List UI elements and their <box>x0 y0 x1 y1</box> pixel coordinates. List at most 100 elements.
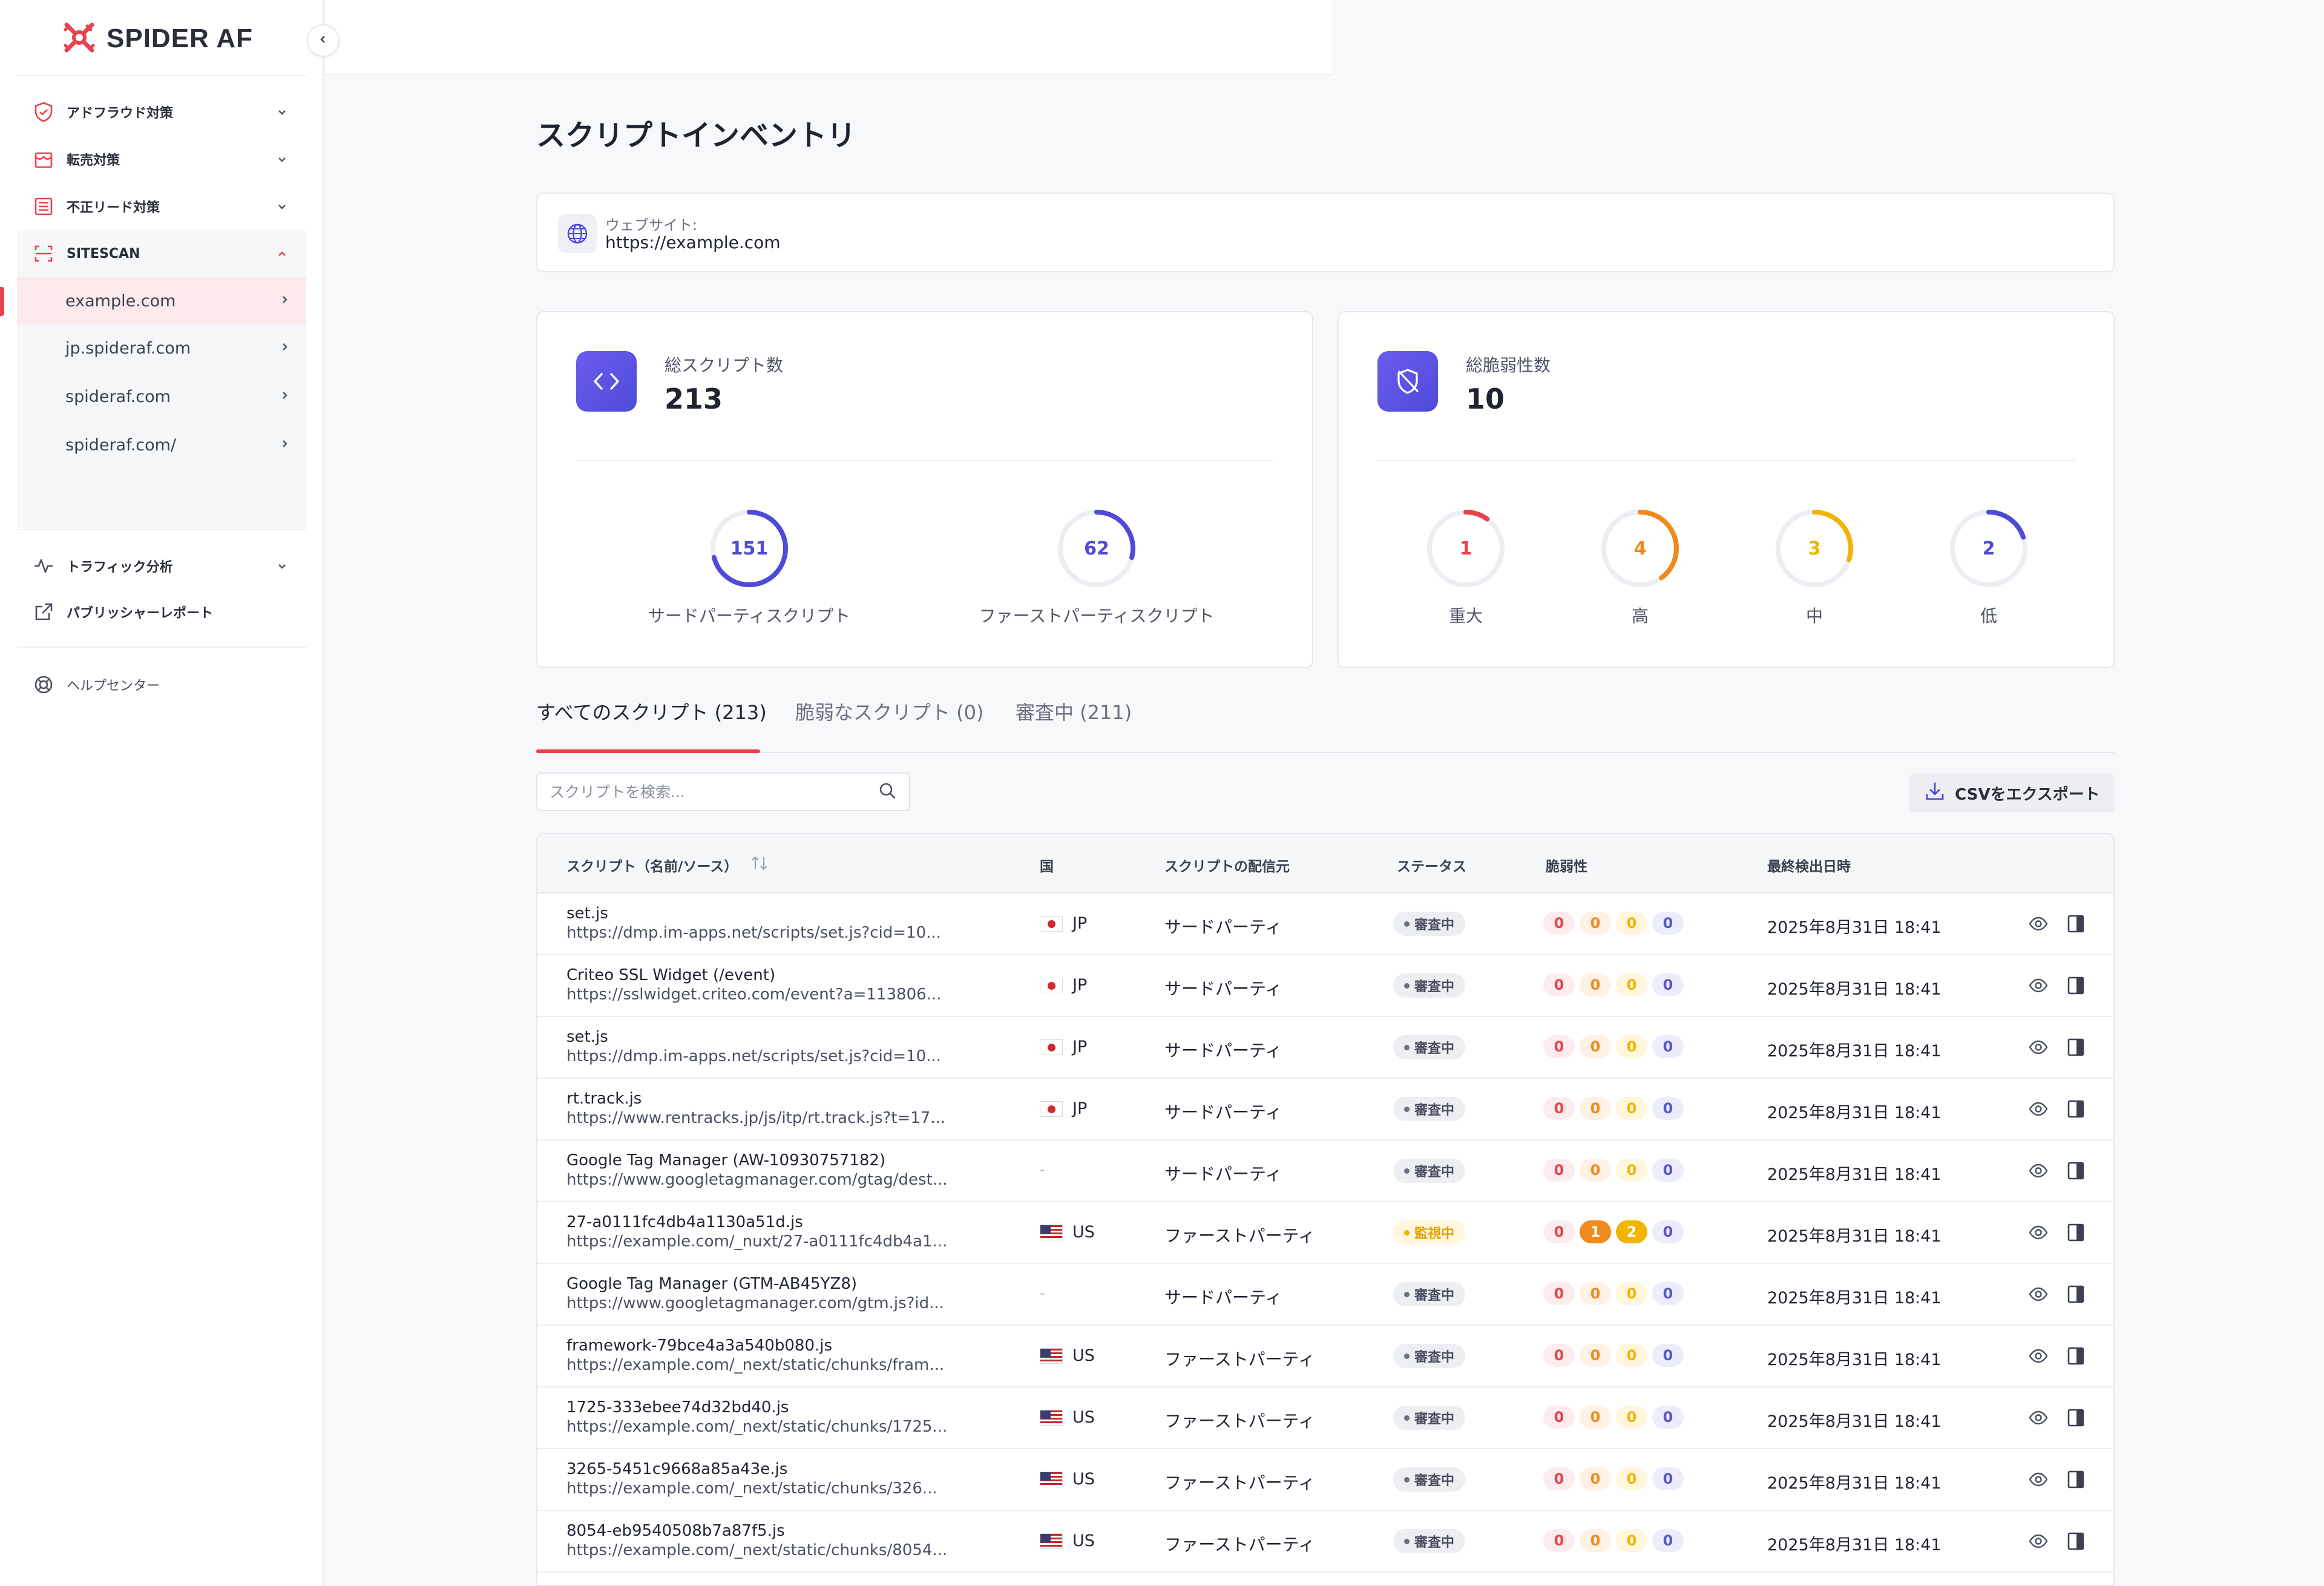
script-url[interactable]: https://example.com/_next/static/chunks/… <box>566 1541 948 1559</box>
country-cell: JP <box>1040 976 1087 995</box>
search-icon[interactable] <box>878 781 897 803</box>
vuln-count-high: 0 <box>1580 1159 1611 1182</box>
vuln-count-low: 0 <box>1652 1529 1684 1552</box>
sidebar-divider <box>17 529 306 530</box>
brand-logo[interactable]: SPIDER AF <box>63 19 253 58</box>
sidebar-item-label: SITESCAN <box>67 246 140 262</box>
vuln-count-low: 0 <box>1652 1344 1684 1367</box>
tab-under-review[interactable]: 審査中 (211) <box>1016 701 1132 724</box>
side-panel-icon[interactable] <box>2064 1035 2088 1059</box>
store-icon <box>31 147 56 171</box>
country-cell: US <box>1040 1408 1095 1427</box>
table-row[interactable]: set.js https://dmp.im-apps.net/scripts/se… <box>537 893 2113 955</box>
script-url[interactable]: https://sslwidget.criteo.com/event?a=113… <box>566 985 942 1004</box>
sidebar-item-adfraud[interactable]: アドフラウド対策 <box>17 88 306 136</box>
total-scripts-card: 総スクリプト数 213 151 サードパーティスクリプト 62 ファーストパーテ… <box>536 311 1313 668</box>
sidebar-item-resale[interactable]: 転売対策 <box>17 136 306 183</box>
eye-icon[interactable] <box>2026 912 2050 936</box>
script-url[interactable]: https://example.com/_next/static/chunks/… <box>566 1418 948 1436</box>
script-url[interactable]: https://example.com/_nuxt/27-a0111fc4db4… <box>566 1232 948 1251</box>
sidebar-item-help-center[interactable]: ヘルプセンター <box>17 661 306 708</box>
side-panel-icon[interactable] <box>2064 973 2088 998</box>
table-row[interactable]: 27-a0111fc4db4a1130a51d.js https://exampl… <box>537 1202 2113 1264</box>
export-csv-button[interactable]: CSVをエクスポート <box>1909 774 2115 812</box>
sidebar-item-lead[interactable]: 不正リード対策 <box>17 183 306 230</box>
tab-vulnerable-scripts[interactable]: 脆弱なスクリプト (0) <box>795 701 984 724</box>
country-code: US <box>1072 1532 1095 1550</box>
table-row[interactable]: Google Tag Manager (AW-10930757182) https… <box>537 1140 2113 1202</box>
sidebar-divider <box>17 647 306 648</box>
sidebar-subitem-example-com[interactable]: example.com <box>17 277 306 324</box>
vuln-count-crit: 0 <box>1543 1097 1575 1120</box>
eye-icon[interactable] <box>2026 1035 2050 1059</box>
table-row[interactable]: framework-79bce4a3a540b080.js https://exa… <box>537 1326 2113 1387</box>
flag-jp-icon <box>1040 977 1063 993</box>
eye-icon[interactable] <box>2026 1467 2050 1492</box>
script-url[interactable]: https://www.googletagmanager.com/gtm.js?… <box>566 1294 944 1312</box>
table-row[interactable]: 3265-5451c9668a85a43e.js https://example.… <box>537 1449 2113 1511</box>
column-header-script[interactable]: スクリプト（名前/ソース） <box>566 855 769 875</box>
script-url[interactable]: https://www.rentracks.jp/js/itp/rt.track… <box>566 1109 946 1127</box>
status-badge: 監視中 <box>1393 1220 1466 1245</box>
chevron-right-icon <box>278 389 290 404</box>
country-code: JP <box>1072 976 1088 995</box>
eye-icon[interactable] <box>2026 1159 2050 1183</box>
sidebar-subitem-spideraf-slash[interactable]: spideraf.com/ <box>17 421 306 469</box>
script-url[interactable]: https://example.com/_next/static/chunks/… <box>566 1479 937 1498</box>
table-row[interactable]: Criteo SSL Widget (/event) https://sslwid… <box>537 955 2113 1017</box>
sidebar-item-sitescan[interactable]: SITESCAN <box>17 230 306 277</box>
shield-icon <box>31 100 56 124</box>
sidebar-collapse-button[interactable] <box>307 24 340 57</box>
eye-icon[interactable] <box>2026 1529 2050 1553</box>
chevron-right-icon <box>278 438 290 452</box>
sort-icon[interactable] <box>750 855 769 875</box>
script-url[interactable]: https://example.com/_next/static/chunks/… <box>566 1356 945 1374</box>
vuln-count-high: 0 <box>1580 1406 1611 1429</box>
eye-icon[interactable] <box>2026 1097 2050 1121</box>
ring-value: 151 <box>730 538 769 559</box>
eye-icon[interactable] <box>2026 1344 2050 1368</box>
script-name: 3265-5451c9668a85a43e.js <box>566 1460 788 1478</box>
sidebar-subitem-jp-spideraf[interactable]: jp.spideraf.com <box>17 324 306 372</box>
vuln-count-mid: 2 <box>1616 1220 1647 1243</box>
status-badge: 審査中 <box>1393 912 1466 936</box>
script-name: 27-a0111fc4db4a1130a51d.js <box>566 1213 803 1231</box>
table-row[interactable]: 1725-333ebee74d32bd40.js https://example.… <box>537 1387 2113 1449</box>
table-row[interactable]: rt.track.js https://www.rentracks.jp/js/i… <box>537 1079 2113 1140</box>
row-actions <box>2026 1282 2088 1306</box>
side-panel-icon[interactable] <box>2064 1097 2088 1121</box>
search-input[interactable] <box>550 783 878 801</box>
table-row[interactable]: set.js https://dmp.im-apps.net/scripts/se… <box>537 1017 2113 1079</box>
vuln-count-mid: 0 <box>1616 1159 1647 1182</box>
side-panel-icon[interactable] <box>2064 1220 2088 1245</box>
side-panel-icon[interactable] <box>2064 912 2088 936</box>
side-panel-icon[interactable] <box>2064 1344 2088 1368</box>
side-panel-icon[interactable] <box>2064 1406 2088 1430</box>
column-header-last-detected: 最終検出日時 <box>1767 859 1851 875</box>
side-panel-icon[interactable] <box>2064 1529 2088 1553</box>
country-cell: JP <box>1040 1038 1087 1056</box>
eye-icon[interactable] <box>2026 1220 2050 1245</box>
script-url[interactable]: https://www.googletagmanager.com/gtag/de… <box>566 1171 948 1189</box>
sidebar-subitem-spideraf[interactable]: spideraf.com <box>17 373 306 420</box>
side-panel-icon[interactable] <box>2064 1282 2088 1306</box>
eye-icon[interactable] <box>2026 973 2050 998</box>
eye-icon[interactable] <box>2026 1282 2050 1306</box>
sidebar-item-publisher-report[interactable]: パブリッシャーレポート <box>17 588 306 636</box>
eye-icon[interactable] <box>2026 1406 2050 1430</box>
script-url[interactable]: https://dmp.im-apps.net/scripts/set.js?c… <box>566 924 941 942</box>
sidebar-item-traffic[interactable]: トラフィック分析 <box>17 542 306 590</box>
table-row[interactable]: Google Tag Manager (GTM-AB45YZ8) https://… <box>537 1264 2113 1326</box>
side-panel-icon[interactable] <box>2064 1467 2088 1492</box>
side-panel-icon[interactable] <box>2064 1159 2088 1183</box>
vuln-count-low: 0 <box>1652 1220 1684 1243</box>
script-url[interactable]: https://dmp.im-apps.net/scripts/set.js?c… <box>566 1047 941 1065</box>
country-cell: US <box>1040 1223 1095 1242</box>
table-row[interactable]: 8054-eb9540508b7a87f5.js https://example.… <box>537 1511 2113 1573</box>
chevron-down-icon <box>274 104 290 120</box>
ring-label: 中 <box>1805 606 1823 626</box>
tab-all-scripts[interactable]: すべてのスクリプト (213) <box>536 701 767 724</box>
